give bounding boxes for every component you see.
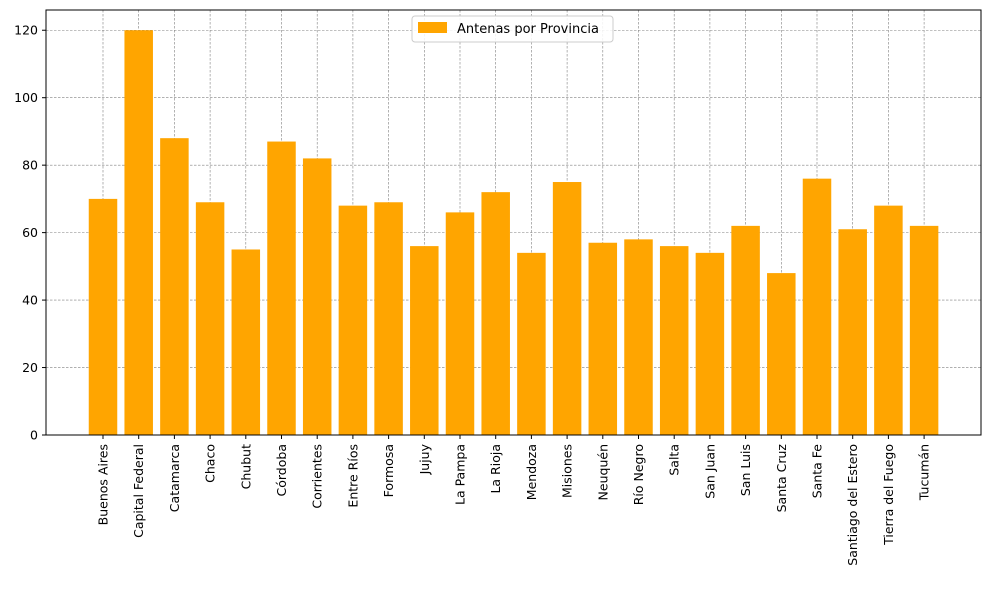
bar [909, 225, 939, 435]
legend-box [411, 15, 614, 43]
x-tick-label: La Pampa [453, 444, 468, 505]
x-tick-label: Catamarca [167, 444, 182, 512]
bar [195, 202, 225, 435]
x-tick-label: Corrientes [310, 444, 325, 509]
tick-labels: 0 20 40 60 80 100 120 Buenos Aires Capital Feder… [14, 23, 931, 566]
bar [838, 229, 867, 435]
x-tick-label: Buenos Aires [96, 444, 111, 525]
x-tick-label: La Rioja [488, 444, 503, 494]
y-tick-label: 0 [30, 428, 38, 443]
bar [767, 273, 796, 435]
x-tick-label: Jujuy [417, 443, 432, 475]
bar [267, 141, 296, 436]
y-tick-label: 120 [14, 23, 38, 38]
bar [659, 246, 689, 435]
bar [481, 192, 510, 435]
bar [695, 252, 725, 435]
bars [88, 30, 939, 436]
y-tick-label: 80 [22, 158, 38, 173]
x-tick-label: San Luis [738, 444, 753, 496]
bar [552, 182, 582, 435]
x-tick-label: Misiones [560, 444, 575, 498]
bar [731, 225, 760, 435]
x-tick-label: Córdoba [274, 444, 289, 496]
x-tick-label: Río Negro [631, 444, 646, 505]
legend: Antenas por Provincia [411, 15, 614, 43]
y-tick-label: 20 [22, 360, 38, 375]
x-tick-label: Entre Ríos [345, 444, 360, 508]
bar [588, 242, 618, 435]
x-tick-label: Formosa [381, 444, 396, 497]
x-tick-label: Santiago del Estero [845, 444, 860, 566]
axes [42, 9, 982, 439]
bar [88, 198, 118, 435]
bar [160, 138, 189, 435]
x-tick-label: San Juan [702, 444, 717, 499]
x-tick-label: Mendoza [524, 444, 539, 500]
x-tick-label: Santa Cruz [774, 444, 789, 513]
x-tick-label: Salta [667, 444, 682, 476]
x-tick-label: Capital Federal [131, 444, 146, 538]
plot-frame [45, 9, 982, 436]
legend-label: Antenas por Provincia [457, 22, 599, 37]
legend-swatch [418, 22, 447, 33]
x-tick-label: Santa Fe [810, 444, 825, 499]
y-tick-label: 100 [14, 90, 38, 105]
x-tick-label: Neuquén [595, 444, 610, 500]
bar [374, 202, 403, 435]
x-tick-label: Chubut [238, 444, 253, 489]
x-tick-label: Chaco [203, 444, 218, 483]
x-tick-label: Tierra del Fuego [881, 444, 896, 546]
bar [445, 212, 475, 435]
x-tick-label: Tucumán [917, 444, 932, 501]
bar [874, 205, 903, 435]
bar [338, 205, 368, 435]
bar [410, 246, 439, 435]
bar [517, 252, 546, 435]
y-tick-label: 40 [22, 293, 38, 308]
bar [124, 30, 153, 435]
bar [302, 158, 332, 435]
bar [624, 239, 653, 435]
bar [231, 249, 261, 435]
bar [802, 178, 832, 435]
y-tick-label: 60 [22, 225, 38, 240]
